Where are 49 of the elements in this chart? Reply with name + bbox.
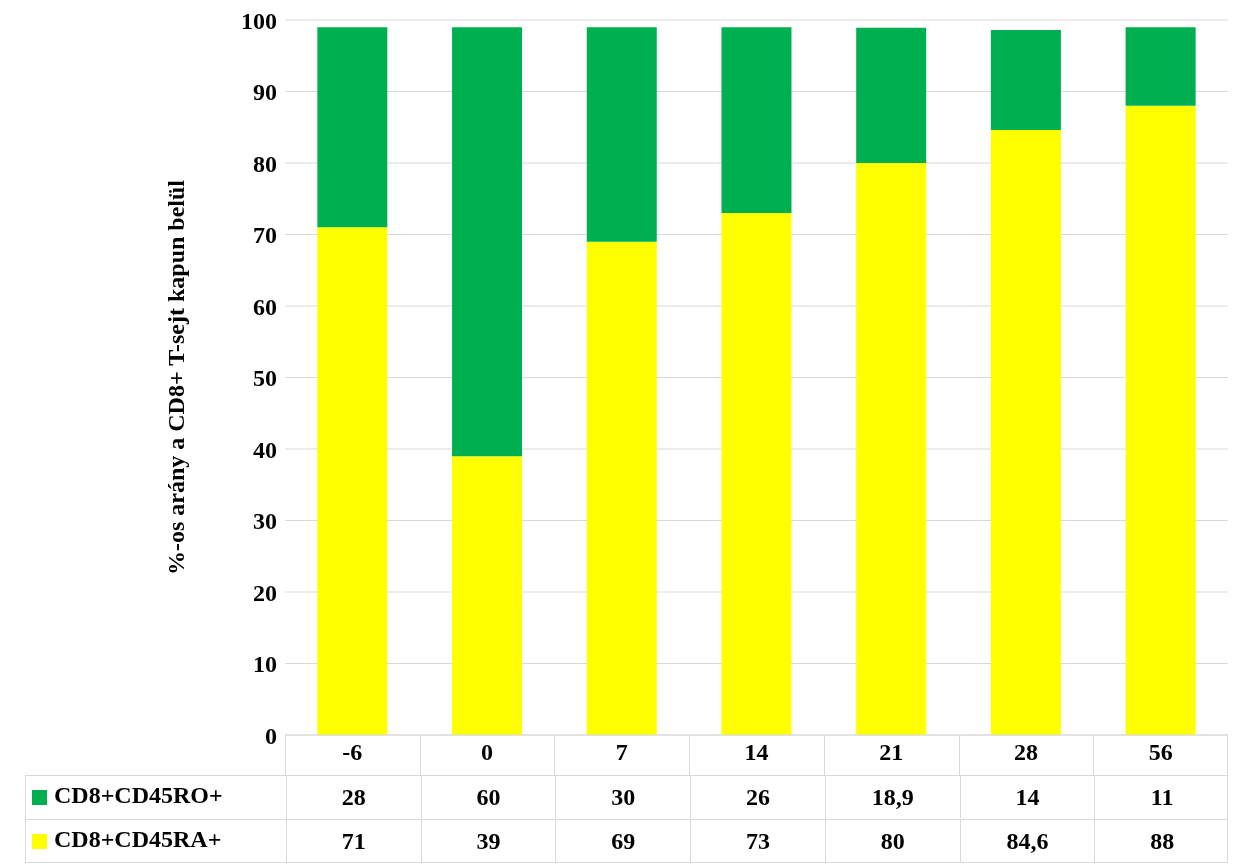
x-tick-label: 0: [481, 739, 494, 766]
x-tick-label: 28: [1013, 739, 1038, 766]
data-label: 30: [555, 776, 691, 818]
y-tick-label: 0: [265, 722, 277, 749]
data-label: 73: [690, 820, 825, 862]
bar: [317, 227, 388, 735]
bar: [452, 456, 523, 735]
data-label: 71: [286, 820, 421, 862]
bar: [586, 241, 657, 735]
bar: [721, 213, 792, 735]
bar: [1125, 27, 1196, 106]
x-tick-label: 7: [615, 739, 628, 766]
bar: [1125, 105, 1196, 735]
bar: [452, 27, 523, 457]
bar: [721, 27, 792, 214]
bar: [990, 130, 1061, 735]
x-tick-label: 21: [879, 739, 904, 766]
y-tick-label: 10: [253, 651, 277, 678]
data-label: 14: [959, 776, 1095, 818]
x-tick-label: -6: [342, 739, 363, 766]
data-label: 28: [286, 776, 421, 818]
data-label: 39: [420, 820, 556, 862]
data-label: 18,9: [824, 776, 960, 818]
y-tick-label: 80: [253, 150, 277, 177]
y-tick-label: 70: [253, 222, 277, 249]
y-tick-label: 50: [253, 365, 277, 392]
data-label: 84,6: [959, 820, 1095, 862]
x-tick-label: 14: [744, 739, 769, 766]
legend-label: CD8+CD45RA+: [54, 826, 222, 853]
bar: [317, 27, 388, 228]
y-tick-label: 30: [253, 508, 277, 535]
y-tick-label: 40: [253, 436, 277, 463]
y-tick-label: 20: [253, 579, 277, 606]
y-tick-label: 90: [253, 79, 277, 106]
y-tick-label: 100: [241, 7, 277, 34]
x-tick-label: 56: [1148, 739, 1173, 766]
data-label: 60: [420, 776, 556, 818]
data-label: 80: [824, 820, 960, 862]
bar: [856, 27, 927, 163]
data-label: 11: [1094, 776, 1229, 818]
bar: [856, 163, 927, 735]
y-tick-label: 60: [253, 293, 277, 320]
legend-label: CD8+CD45RO+: [54, 782, 223, 809]
data-label: 69: [555, 820, 691, 862]
data-label: 88: [1094, 820, 1229, 862]
bar: [586, 27, 657, 242]
y-axis-title: %-os arány a CD8+ T-sejt kapun belül: [162, 179, 189, 576]
bar: [990, 30, 1061, 131]
data-label: 26: [690, 776, 825, 818]
